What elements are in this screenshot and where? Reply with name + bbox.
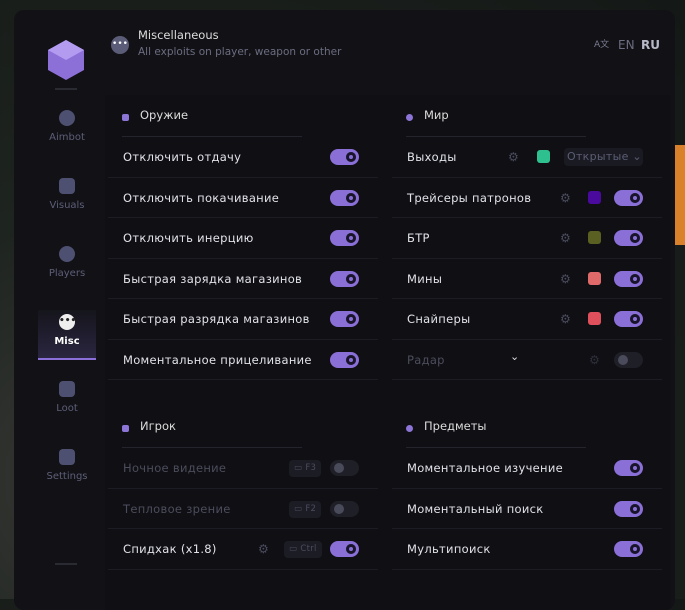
color-swatch[interactable] [588, 190, 601, 204]
exits-select[interactable]: Открытые ⌄ [564, 148, 643, 166]
mask-icon [406, 114, 413, 121]
list-item: Отключить покачивание [108, 178, 378, 218]
toggle[interactable] [614, 500, 643, 517]
background-game-element [675, 145, 685, 245]
ellipsis-icon: ••• [111, 36, 129, 54]
list-item: Моментальное прицеливание [108, 340, 378, 380]
ellipsis-icon: ••• [59, 314, 76, 330]
hotkey-button[interactable]: ▭ F3 [289, 460, 322, 477]
toggle[interactable] [330, 541, 359, 557]
sidebar-divider [55, 88, 77, 90]
lang-en-button[interactable]: EN [618, 38, 635, 52]
list-item: БТР ⚙ [392, 218, 662, 259]
sidebar-item-loot[interactable]: Loot [38, 377, 96, 427]
list-item: Снайперы ⚙ [392, 299, 662, 340]
toggle[interactable] [614, 460, 643, 476]
page-subtitle: All exploits on player, weapon or other [138, 46, 342, 58]
list-item: Тепловое зрение ▭ F2 [108, 489, 378, 529]
list-item: Трейсеры патронов ⚙ [392, 178, 662, 218]
gear-icon[interactable]: ⚙ [508, 150, 520, 164]
page-title: Miscellaneous [138, 28, 219, 42]
color-swatch[interactable] [588, 231, 601, 244]
color-swatch[interactable] [588, 271, 601, 285]
toggle[interactable] [330, 149, 359, 165]
toggle[interactable] [330, 311, 359, 327]
mask-icon [406, 425, 413, 432]
gear-icon[interactable]: ⚙ [560, 190, 572, 205]
list-item: Выходы ⚙ Открытые ⌄ [392, 137, 662, 178]
chevron-down-icon[interactable]: ⌄ [510, 349, 520, 363]
gear-icon[interactable]: ⚙ [589, 352, 601, 367]
color-swatch[interactable] [537, 150, 550, 163]
toggle[interactable] [330, 189, 359, 206]
sidebar-item-visuals[interactable]: Visuals [38, 174, 96, 224]
section-player: Игрок Ночное видение ▭ F3 Тепловое зрение… [108, 408, 378, 570]
list-item: Радар ⌄ ⚙ [392, 340, 662, 380]
translate-icon[interactable]: A文 [594, 40, 610, 50]
toggle[interactable] [330, 230, 359, 246]
logo [48, 40, 84, 80]
list-item: Моментальное изучение [392, 448, 662, 489]
list-item: Отключить инерцию [108, 218, 378, 259]
section-title: Оружие [140, 108, 189, 122]
gear-icon[interactable]: ⚙ [560, 271, 572, 286]
sidebar-divider [55, 563, 77, 565]
gear-icon[interactable]: ⚙ [258, 542, 270, 556]
list-item: Быстрая зарядка магазинов [108, 259, 378, 299]
list-item: Моментальный поиск [392, 489, 662, 529]
toggle[interactable] [614, 541, 643, 557]
section-title: Игрок [140, 419, 176, 433]
toggle[interactable] [614, 351, 643, 368]
toggle[interactable] [330, 500, 359, 517]
gear-icon [122, 425, 129, 432]
section-items: Предметы Моментальное изучение Моменталь… [392, 408, 662, 570]
content-panel: Оружие Отключить отдачу Отключить покачи… [105, 95, 670, 610]
toggle[interactable] [330, 460, 359, 476]
lang-ru-button[interactable]: RU [641, 38, 660, 52]
cheat-menu-window: Aimbot Visuals Players ••• Misc Loot Sett… [14, 10, 675, 610]
toggle[interactable] [614, 270, 643, 287]
list-item: Ночное видение ▭ F3 [108, 448, 378, 489]
vr-headset-icon [59, 178, 75, 194]
sidebar-item-aimbot[interactable]: Aimbot [38, 106, 96, 156]
sidebar-item-misc[interactable]: ••• Misc [38, 310, 96, 360]
list-item: Мультипоиск [392, 529, 662, 570]
color-swatch[interactable] [588, 312, 601, 325]
users-icon [59, 246, 75, 262]
list-icon [59, 449, 75, 465]
hotkey-button[interactable]: ▭ F2 [289, 500, 322, 518]
gear-icon[interactable]: ⚙ [560, 231, 572, 245]
toggle[interactable] [614, 189, 643, 206]
briefcase-icon [59, 381, 75, 397]
toggle[interactable] [330, 351, 359, 368]
toggle[interactable] [614, 230, 643, 246]
toggle[interactable] [330, 270, 359, 287]
sidebar-item-settings[interactable]: Settings [38, 445, 96, 495]
list-item: Быстрая разрядка магазинов [108, 299, 378, 340]
section-weapon: Оружие Отключить отдачу Отключить покачи… [108, 97, 378, 380]
hotkey-button[interactable]: ▭ Ctrl [284, 541, 322, 558]
gear-icon[interactable]: ⚙ [560, 312, 572, 326]
list-item: Мины ⚙ [392, 259, 662, 299]
list-item: Отключить отдачу [108, 137, 378, 178]
toggle[interactable] [614, 311, 643, 327]
alien-icon [59, 110, 75, 126]
section-title: Предметы [424, 419, 487, 433]
gear-icon [122, 114, 129, 121]
list-item: Спидхак (x1.8) ⚙ ▭ Ctrl [108, 529, 378, 570]
section-world: Мир Выходы ⚙ Открытые ⌄ Трейсеры патронов ⚙… [392, 97, 662, 380]
section-title: Мир [424, 108, 449, 122]
sidebar-item-players[interactable]: Players [38, 242, 96, 292]
